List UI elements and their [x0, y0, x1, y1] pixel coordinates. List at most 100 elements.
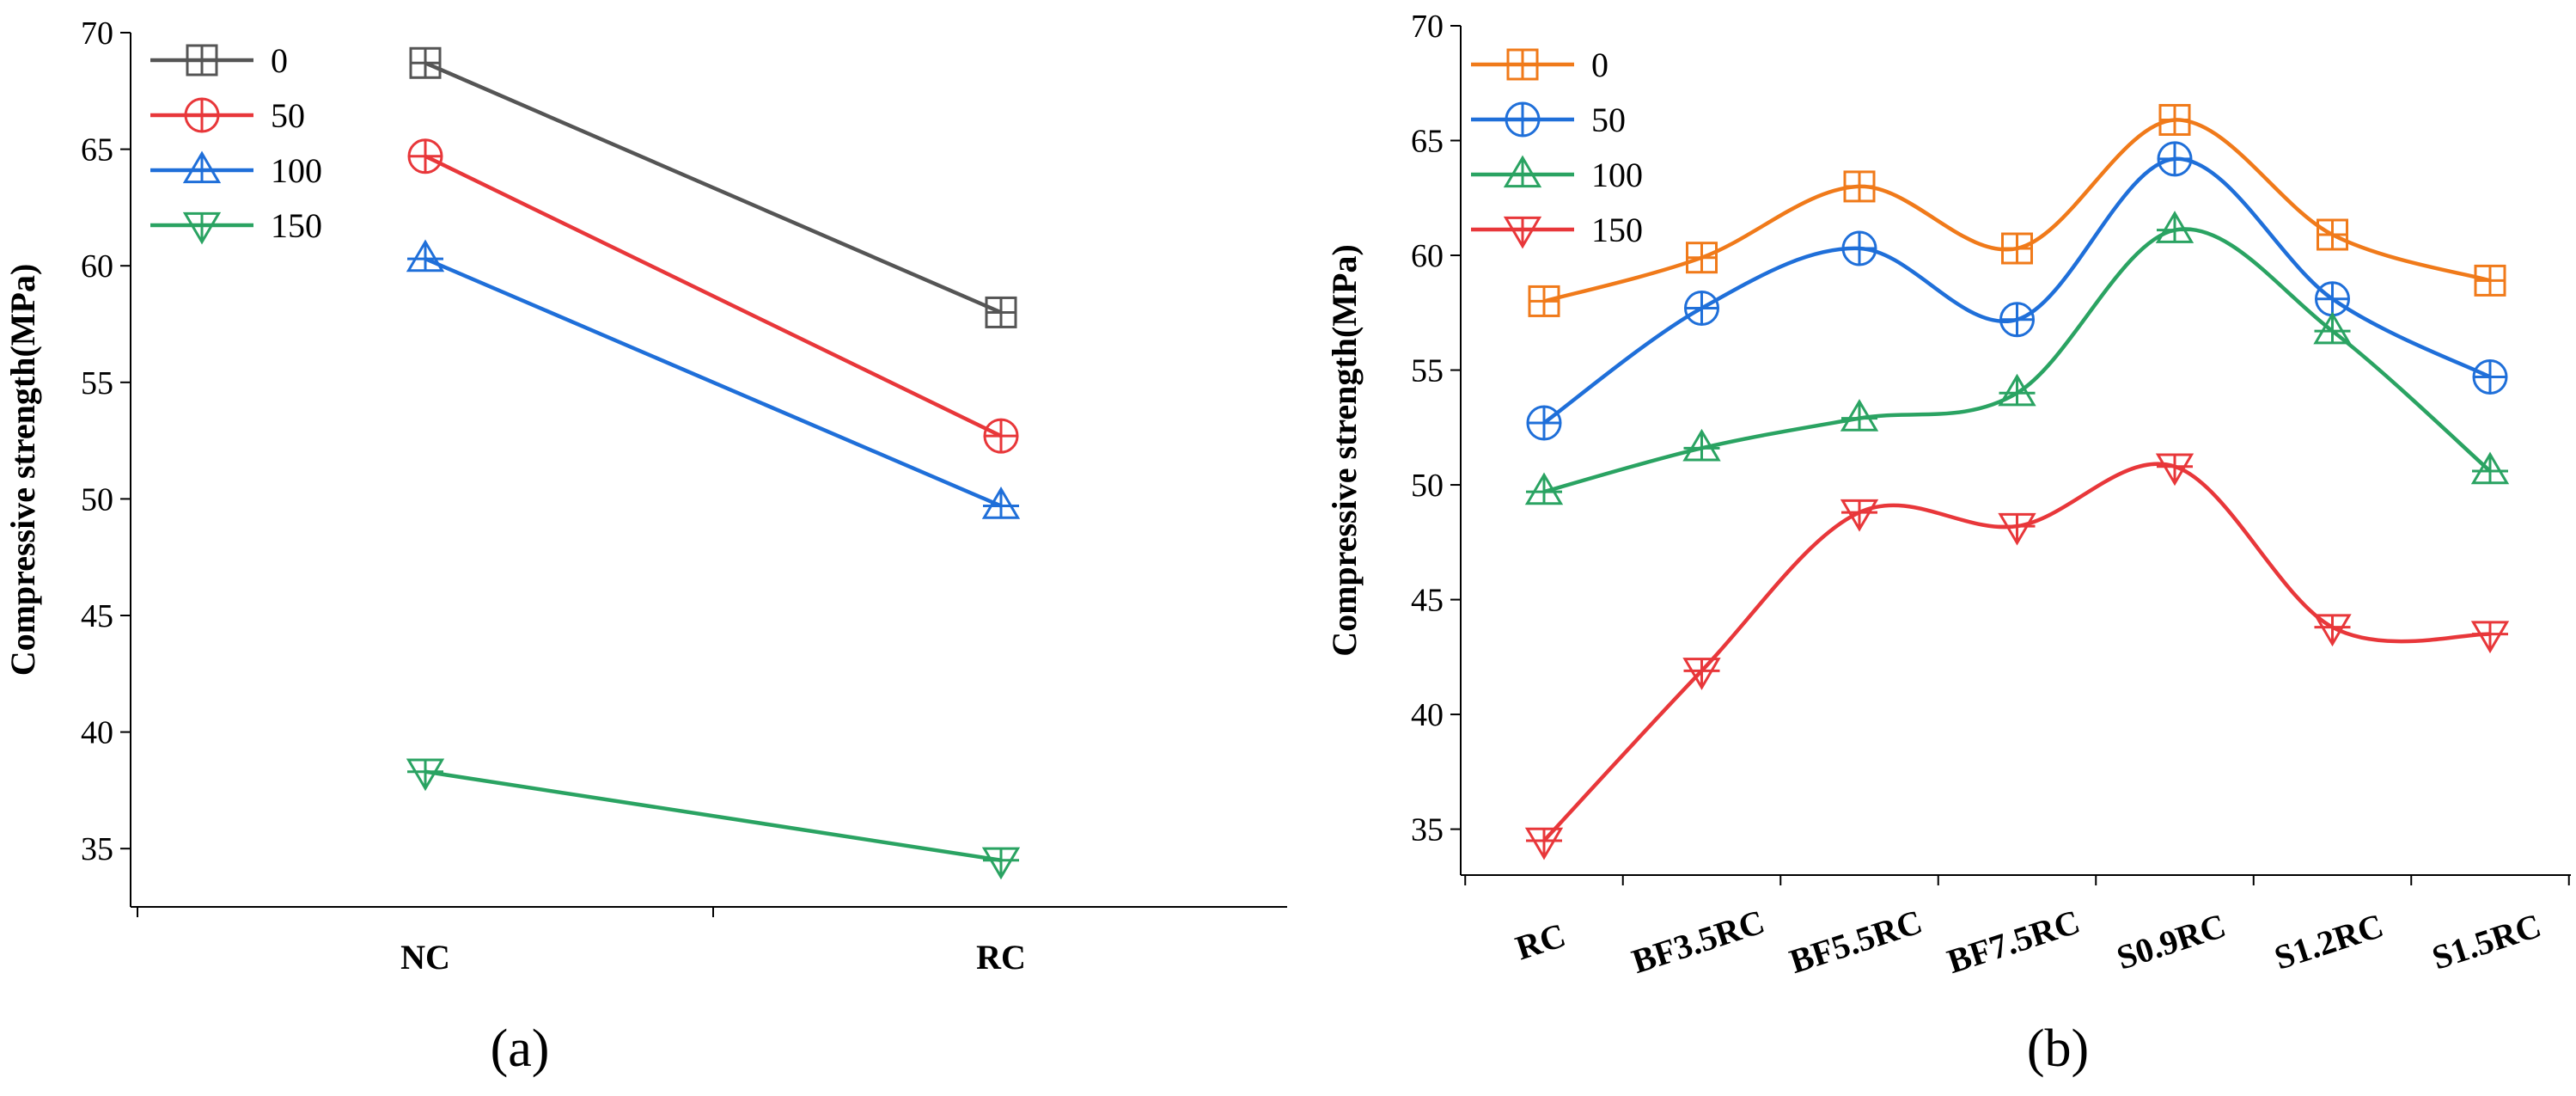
data-point [2155, 211, 2194, 243]
series-line [424, 61, 1002, 315]
data-point [1998, 512, 2036, 546]
y-tick-label: 50 [81, 481, 113, 517]
legend-label: 50 [1591, 101, 1626, 139]
legend-entry: 50 [150, 96, 305, 135]
y-tick-label: 40 [1411, 697, 1444, 733]
data-point [1841, 230, 1877, 266]
data-point [2317, 218, 2348, 251]
data-point [2470, 621, 2510, 654]
y-tick-label: 55 [1411, 353, 1444, 389]
y-tick-label: 45 [1411, 583, 1444, 619]
data-point [981, 487, 1021, 519]
data-point [2313, 311, 2352, 345]
series-0 [409, 46, 1017, 328]
data-point [2313, 614, 2352, 647]
data-point [1840, 499, 1879, 532]
y-axis-title: Compressive strength(MPa) [3, 264, 42, 677]
series-50 [1526, 141, 2508, 441]
y-tick-label: 40 [81, 715, 113, 751]
y-tick-label: 35 [81, 831, 113, 867]
series-line [424, 154, 1002, 438]
legend-label: 0 [271, 41, 288, 80]
x-tick-label: BF5.5RC [1785, 902, 1926, 981]
legend-marker [1506, 48, 1539, 81]
data-point [2158, 103, 2191, 136]
data-point [1684, 290, 1719, 326]
series-50 [407, 138, 1019, 454]
data-point [1524, 472, 1564, 505]
y-tick-label: 60 [1411, 238, 1444, 274]
data-point [2470, 451, 2510, 485]
legend-marker [182, 211, 222, 245]
y-tick-label: 70 [81, 15, 113, 52]
legend-marker [1503, 155, 1542, 188]
data-point [409, 46, 442, 79]
x-tick-label: RC [976, 938, 1026, 977]
y-tick-label: 35 [1411, 812, 1444, 848]
x-tick-label: S1.5RC [2427, 906, 2546, 977]
legend-label: 150 [1591, 211, 1643, 249]
series-line [1543, 118, 2491, 303]
legend-label: 100 [271, 151, 322, 190]
panel-label: (b) [2027, 1019, 2089, 1078]
legend-label: 150 [271, 206, 322, 245]
data-point [2157, 141, 2193, 177]
legend-marker [1503, 216, 1542, 249]
data-point [1999, 302, 2035, 338]
legend-entry: 150 [1471, 211, 1643, 249]
data-point [406, 239, 445, 272]
x-tick-label: BF7.5RC [1943, 902, 2085, 981]
data-point [406, 758, 445, 792]
data-point [1526, 405, 1562, 441]
data-point [983, 418, 1019, 454]
legend-entry: 0 [150, 41, 288, 80]
x-tick-label: S1.2RC [2270, 906, 2389, 977]
series-line [424, 769, 1002, 862]
y-tick-label: 65 [1411, 124, 1444, 160]
legend-entry: 100 [1471, 155, 1643, 194]
legend-marker [184, 97, 220, 133]
panel-label: (a) [491, 1019, 550, 1078]
y-tick-label: 55 [81, 365, 113, 401]
chart-panel-b: 35 40 45 50 55 60 65 70 RC BF3.5RC BF5.5RC BF7.5RC S… [1325, 9, 2571, 1078]
data-point [1528, 285, 1560, 317]
data-point [1524, 827, 1564, 860]
y-tick-label: 50 [1411, 468, 1444, 504]
data-point [981, 847, 1021, 880]
data-point [1840, 399, 1879, 432]
y-tick-label: 60 [81, 248, 113, 285]
legend-entry: 150 [150, 206, 322, 245]
data-point [407, 138, 443, 175]
legend-label: 50 [271, 96, 305, 135]
data-point [2001, 232, 2033, 265]
x-tick-label: RC [1511, 915, 1570, 968]
legend-marker [186, 44, 218, 77]
legend-marker [1505, 101, 1541, 138]
data-point [2474, 264, 2506, 297]
data-point [1682, 658, 1721, 690]
series-150 [1524, 453, 2510, 860]
series-100 [406, 239, 1021, 519]
data-point [2155, 453, 2194, 487]
y-tick-label: 45 [81, 598, 113, 634]
x-tick-label: S0.9RC [2112, 906, 2231, 977]
legend-entry: 100 [150, 150, 322, 190]
series-150 [406, 758, 1021, 880]
series-0 [1528, 103, 2506, 317]
y-tick-label: 65 [81, 132, 113, 168]
chart-panel-a: 35 40 45 50 55 60 65 70 NC RC Compressive strength… [3, 15, 1287, 1078]
data-point [1998, 373, 2036, 407]
data-point [2472, 359, 2508, 395]
legend-marker [182, 150, 222, 184]
data-point [1686, 242, 1718, 274]
series-line [424, 256, 1002, 508]
data-point [1843, 170, 1876, 203]
data-point [2315, 281, 2350, 317]
legend-entry: 50 [1471, 101, 1626, 139]
x-tick-label: NC [400, 938, 450, 977]
y-axis-title: Compressive strength(MPa) [1325, 244, 1364, 657]
legend-entry: 0 [1471, 46, 1608, 84]
series-100 [1524, 211, 2510, 505]
data-point [985, 296, 1017, 328]
